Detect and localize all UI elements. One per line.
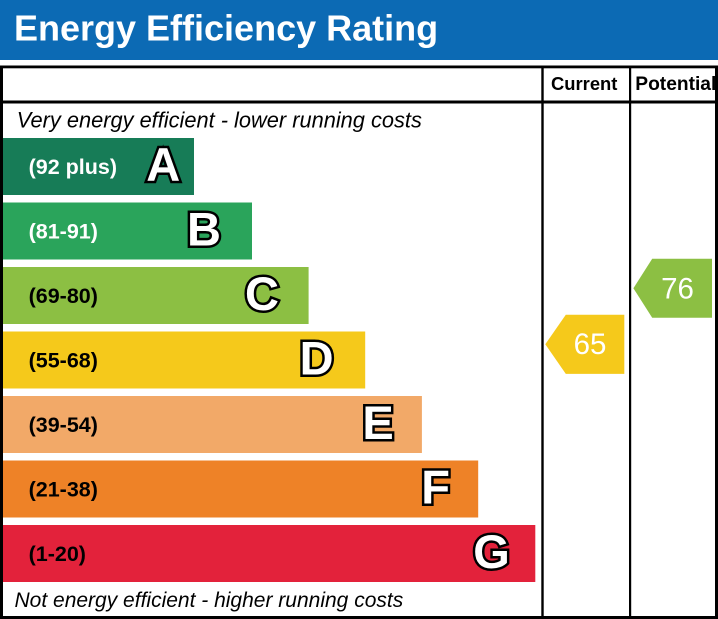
svg-text:Not energy efficient - higher: Not energy efficient - higher running co… (15, 589, 404, 612)
svg-text:Potential: Potential (635, 74, 716, 95)
svg-text:E: E (362, 396, 393, 449)
svg-text:C: C (245, 267, 279, 320)
svg-text:Very energy efficient - lower: Very energy efficient - lower running co… (17, 107, 422, 132)
svg-text:76: 76 (661, 273, 694, 306)
svg-text:(1-20): (1-20) (29, 542, 86, 566)
svg-text:F: F (421, 461, 450, 514)
svg-text:G: G (473, 525, 510, 578)
svg-text:Energy Efficiency Rating: Energy Efficiency Rating (14, 8, 438, 49)
svg-text:A: A (146, 138, 180, 191)
svg-text:(21-38): (21-38) (29, 478, 98, 502)
svg-text:B: B (187, 203, 221, 256)
svg-text:(69-80): (69-80) (29, 284, 98, 308)
svg-text:(92 plus): (92 plus) (29, 155, 117, 179)
svg-text:D: D (300, 332, 334, 385)
svg-text:(39-54): (39-54) (29, 413, 98, 437)
svg-text:(81-91): (81-91) (29, 220, 98, 244)
svg-text:65: 65 (574, 328, 607, 361)
svg-text:Current: Current (551, 73, 617, 94)
svg-text:(55-68): (55-68) (29, 349, 98, 373)
